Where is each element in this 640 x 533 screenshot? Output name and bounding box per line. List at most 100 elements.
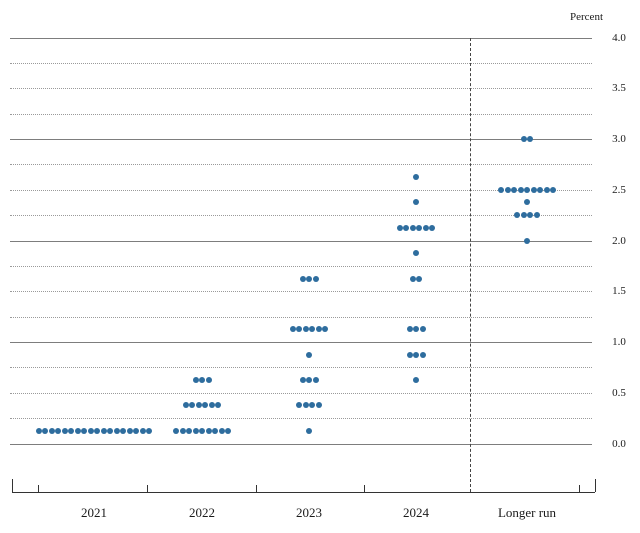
projection-dot: [186, 427, 192, 434]
gridline-3.25: [10, 113, 592, 115]
projection-dot: [537, 186, 543, 193]
longer-run-separator-line: [470, 37, 471, 492]
y-axis-tick-label: 2.0: [612, 234, 626, 247]
x-axis-line: [12, 492, 595, 493]
projection-dot: [199, 427, 205, 434]
projection-dot: [403, 224, 410, 231]
projection-dot: [225, 427, 231, 434]
projection-dot: [306, 351, 312, 358]
projection-dot: [179, 427, 186, 434]
projection-dot: [192, 377, 199, 384]
projection-dot: [296, 402, 303, 409]
projection-dot: [48, 427, 55, 434]
projection-dot: [406, 326, 413, 333]
gridline-0.25: [10, 418, 592, 420]
projection-dot: [524, 186, 530, 193]
y-axis-tick-label: 3.5: [612, 82, 626, 95]
projection-dot: [189, 402, 196, 409]
projection-dot: [309, 326, 316, 333]
projection-dot: [524, 237, 530, 244]
x-axis-tick: [147, 485, 148, 492]
projection-dot: [215, 402, 222, 409]
projection-dot: [413, 174, 419, 181]
projection-dot: [312, 275, 319, 282]
projection-dot: [396, 224, 403, 231]
category-label-2021: 2021: [81, 505, 107, 520]
projection-dot: [205, 377, 212, 384]
projection-dot: [218, 427, 225, 434]
projection-dot: [296, 326, 303, 333]
projection-dot: [416, 275, 423, 282]
projection-dot: [299, 275, 306, 282]
projection-dot: [413, 250, 419, 257]
projection-dot: [74, 427, 81, 434]
projection-dot: [100, 427, 107, 434]
projection-dot: [107, 427, 114, 434]
y-axis-tick-label: 4.0: [612, 31, 626, 44]
projection-dot: [289, 326, 296, 333]
x-axis-tick: [256, 485, 257, 492]
y-axis-tick-label: 0.0: [612, 437, 626, 450]
projection-dot: [413, 199, 419, 206]
projection-dot: [55, 427, 62, 434]
projection-dot: [113, 427, 120, 434]
gridline-1.25: [10, 316, 592, 318]
projection-dot: [416, 224, 423, 231]
projection-dot: [133, 427, 140, 434]
x-axis-tick: [364, 485, 365, 492]
projection-dot: [309, 402, 316, 409]
gridline-3.00: [10, 139, 592, 140]
gridline-0.00: [10, 443, 592, 445]
gridline-3.50: [10, 88, 592, 90]
projection-dot: [520, 212, 527, 219]
projection-dot: [61, 427, 68, 434]
projection-dot: [173, 427, 179, 434]
projection-dot: [302, 326, 309, 333]
projection-dot: [212, 427, 218, 434]
x-axis-end-cap: [595, 479, 596, 492]
gridline-3.75: [10, 62, 592, 64]
projection-dot: [182, 402, 189, 409]
category-label-longer-run: Longer run: [497, 505, 557, 520]
projection-dot: [419, 326, 426, 333]
projection-dot: [498, 186, 504, 193]
projection-dot: [299, 377, 306, 384]
projection-dot: [524, 199, 530, 206]
y-axis-tick-label: 1.0: [612, 336, 626, 348]
y-axis-tick-label: 0.5: [612, 386, 626, 399]
gridline-2.50: [10, 189, 592, 191]
gridline-0.50: [10, 392, 592, 394]
projection-dot: [409, 224, 416, 231]
gridline-1.00: [10, 342, 592, 343]
projection-dot: [409, 275, 416, 282]
projection-dot: [406, 351, 413, 358]
projection-dot: [81, 427, 88, 434]
projection-dot: [514, 212, 521, 219]
projection-dot: [306, 377, 312, 384]
x-axis-tick: [579, 485, 580, 492]
projection-dot: [413, 377, 419, 384]
projection-dot: [422, 224, 429, 231]
projection-dot: [504, 186, 511, 193]
projection-dot: [199, 377, 205, 384]
projection-dot: [543, 186, 550, 193]
projection-dot: [192, 427, 199, 434]
projection-dot: [413, 351, 419, 358]
projection-dot: [202, 402, 209, 409]
projection-dot: [42, 427, 49, 434]
projection-dot: [306, 275, 312, 282]
projection-dot: [413, 326, 419, 333]
projection-dot: [527, 136, 534, 142]
y-axis-tick-label: 3.0: [612, 133, 626, 145]
projection-dot: [120, 427, 127, 434]
y-axis-unit-label: Percent: [570, 11, 603, 23]
projection-dot: [527, 212, 534, 219]
gridline-1.75: [10, 265, 592, 267]
projection-dot: [315, 402, 322, 409]
category-label-2024: 2024: [403, 505, 429, 520]
projection-dot: [208, 402, 215, 409]
projection-dot: [511, 186, 517, 193]
projection-dot: [530, 186, 537, 193]
projection-dot: [146, 427, 153, 434]
